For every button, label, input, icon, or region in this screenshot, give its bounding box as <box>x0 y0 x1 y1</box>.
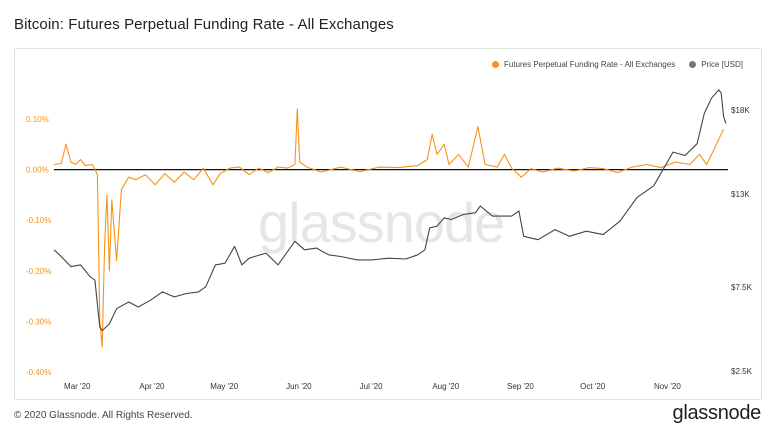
y-left-tick-label: -0.30% <box>26 317 51 326</box>
legend-label-price: Price [USD] <box>701 60 743 69</box>
x-tick-label: Nov '20 <box>654 382 681 391</box>
y-right-tick-label: $13K <box>731 190 750 199</box>
x-tick-label: Jun '20 <box>286 382 312 391</box>
x-tick-label: May '20 <box>210 382 238 391</box>
chart-legend: Futures Perpetual Funding Rate - All Exc… <box>491 60 743 69</box>
y-right-tick-label: $2.5K <box>731 367 753 376</box>
glassnode-logo: glassnode <box>672 402 762 424</box>
x-tick-label: Sep '20 <box>507 382 534 391</box>
watermark: glassnode <box>258 191 505 254</box>
price-line <box>53 89 727 332</box>
x-tick-label: Jul '20 <box>360 382 383 391</box>
y-left-tick-label: 0.10% <box>26 115 49 124</box>
x-tick-label: Oct '20 <box>580 382 606 391</box>
chart-title: Bitcoin: Futures Perpetual Funding Rate … <box>14 16 394 33</box>
y-right-tick-label: $7.5K <box>731 283 753 292</box>
y-left-tick-label: -0.20% <box>26 267 51 276</box>
copyright-text: © 2020 Glassnode. All Rights Reserved. <box>14 410 193 421</box>
y-left-tick-label: -0.10% <box>26 216 51 225</box>
funding-rate-line <box>53 108 725 348</box>
legend-label-funding-rate: Futures Perpetual Funding Rate - All Exc… <box>503 60 676 69</box>
y-left-tick-label: 0.00% <box>26 166 49 175</box>
y-left-tick-label: -0.40% <box>26 368 51 377</box>
chart-frame <box>14 48 762 400</box>
legend-item-price[interactable]: Price [USD] <box>689 60 743 69</box>
x-tick-label: Aug '20 <box>432 382 459 391</box>
legend-swatch-price <box>689 61 697 68</box>
y-right-tick-label: $18K <box>731 106 750 115</box>
x-tick-label: Mar '20 <box>64 382 91 391</box>
legend-swatch-funding-rate <box>491 61 499 68</box>
legend-item-funding-rate[interactable]: Futures Perpetual Funding Rate - All Exc… <box>491 60 676 69</box>
x-tick-label: Apr '20 <box>139 382 165 391</box>
